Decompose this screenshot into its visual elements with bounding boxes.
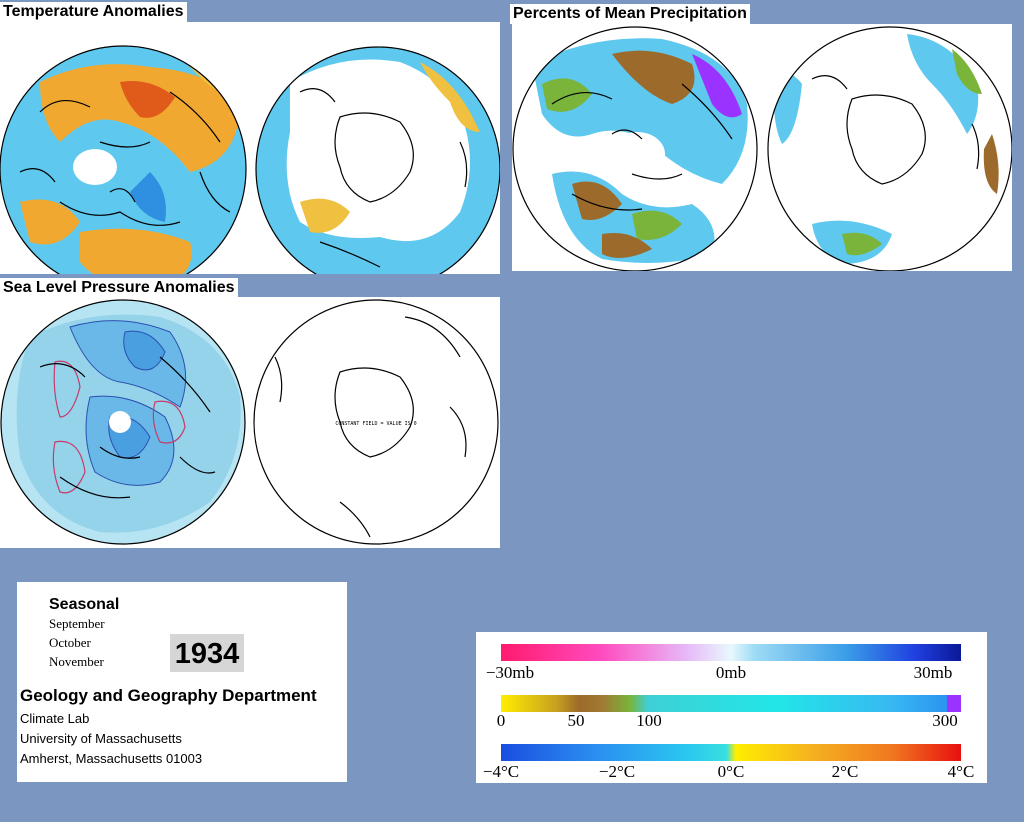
year-badge: 1934 [170, 634, 244, 672]
season-heading: Seasonal [49, 596, 120, 613]
temperature-label-neg4: −4°C [482, 762, 520, 781]
pressure-label-min: −30mb [485, 663, 535, 682]
month-3: November [49, 654, 104, 669]
precipitation-title: Percents of Mean Precipitation [510, 4, 750, 24]
precipitation-north-hemisphere [513, 27, 757, 271]
temperature-label-2: 2°C [831, 762, 859, 781]
precipitation-south-hemisphere [768, 27, 1012, 271]
precipitation-label-50: 50 [567, 711, 585, 730]
temperature-north-hemisphere [0, 46, 246, 274]
precipitation-panel [512, 24, 1012, 271]
temperature-label-0: 0°C [717, 762, 745, 781]
pressure-panel: CONSTANT FIELD = VALUE IS 0 [0, 297, 500, 548]
pressure-south-note: CONSTANT FIELD = VALUE IS 0 [335, 421, 416, 427]
info-line-2: University of Massachusetts [20, 731, 182, 746]
pressure-maps: CONSTANT FIELD = VALUE IS 0 [0, 299, 499, 545]
info-line-3: Amherst, Massachusetts 01003 [20, 751, 203, 766]
precipitation-label-0: 0 [496, 711, 506, 730]
temperature-title: Temperature Anomalies [0, 2, 187, 22]
department-name: Geology and Geography Department [20, 686, 317, 705]
temperature-label-4: 4°C [947, 762, 975, 781]
precipitation-maps [512, 26, 1012, 271]
temperature-panel [0, 22, 500, 274]
temperature-south-hemisphere [256, 47, 500, 274]
color-legend: −30mb 0mb 30mb 0 50 100 300 −4°C −2°C 0°… [476, 632, 987, 783]
precipitation-label-300: 300 [932, 711, 958, 730]
pressure-north-hemisphere [1, 300, 245, 544]
info-box: Seasonal September October November 1934… [17, 582, 347, 782]
pressure-label-max: 30mb [913, 663, 953, 682]
pressure-colorbar [501, 644, 961, 661]
precipitation-label-100: 100 [636, 711, 662, 730]
month-1: September [49, 616, 105, 631]
pressure-title: Sea Level Pressure Anomalies [0, 278, 238, 298]
month-2: October [49, 635, 91, 650]
pressure-label-mid: 0mb [715, 663, 747, 682]
precipitation-colorbar [501, 695, 961, 712]
info-line-1: Climate Lab [20, 711, 90, 726]
temperature-maps [0, 45, 500, 274]
pressure-south-hemisphere: CONSTANT FIELD = VALUE IS 0 [253, 299, 499, 545]
temperature-label-neg2: −2°C [598, 762, 636, 781]
temperature-colorbar [501, 744, 961, 761]
